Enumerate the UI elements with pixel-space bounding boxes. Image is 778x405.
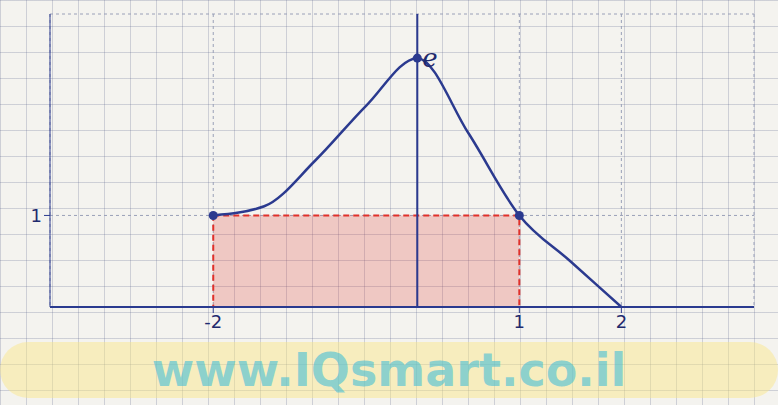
html-text:www.IQsmart.co.il: www.IQsmart.co.il [151,343,627,397]
svg-text:1: 1 [514,311,525,332]
svg-text:2: 2 [616,311,627,332]
svg-text:1: 1 [31,205,42,226]
svg-text:-2: -2 [204,311,222,332]
svg-text:e: e [422,43,437,73]
